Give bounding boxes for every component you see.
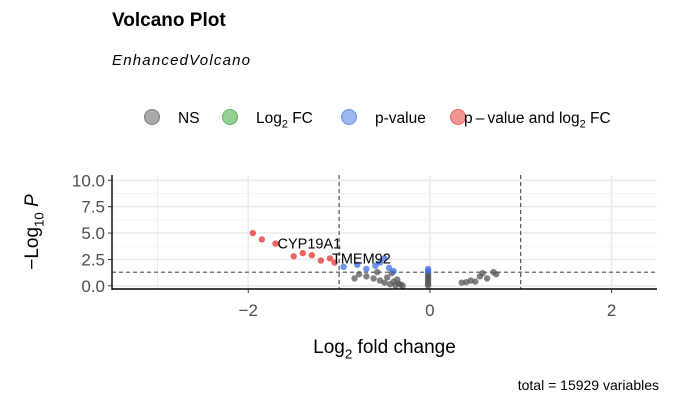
chart-title: Volcano Plot — [112, 10, 226, 31]
data-point — [290, 253, 297, 260]
legend-key — [341, 109, 357, 125]
data-point — [355, 271, 363, 278]
legend-key — [222, 109, 238, 125]
data-point — [472, 278, 479, 285]
y-tick-label: 5.0 — [81, 224, 105, 243]
legend-key — [450, 109, 466, 125]
data-point — [372, 262, 379, 269]
data-point — [299, 249, 306, 257]
data-point — [326, 255, 334, 262]
data-point — [479, 269, 486, 277]
data-point — [374, 268, 381, 276]
legend-key — [144, 109, 160, 125]
data-point — [424, 265, 432, 273]
data-point — [381, 279, 388, 286]
legend-label: Log2 FC — [256, 110, 313, 131]
chart-caption: total = 15929 variables — [517, 377, 659, 393]
data-point — [249, 229, 256, 237]
y-tick-label: 7.5 — [81, 198, 105, 217]
y-tick-label: 2.5 — [81, 250, 105, 269]
y-tick-label: 0.0 — [81, 277, 105, 296]
data-point — [385, 264, 393, 272]
data-point — [331, 259, 338, 266]
x-axis-title: Log2 fold change — [313, 337, 456, 362]
legend-label: p – value and log2 FC — [464, 110, 611, 131]
data-point — [272, 240, 279, 247]
chart-subtitle: EnhancedVolcano — [112, 52, 252, 69]
data-point — [370, 275, 377, 282]
data-point — [258, 236, 266, 243]
data-point — [317, 257, 325, 264]
legend: NS Log2 FC p-value p – value and log2 FC — [144, 109, 611, 131]
data-point — [363, 273, 370, 280]
data-point — [340, 263, 347, 271]
data-point — [351, 275, 358, 282]
x-tick-label: −2 — [239, 301, 258, 320]
x-tick-label: 0 — [425, 301, 434, 320]
y-tick-label: 10.0 — [72, 171, 105, 190]
point-label: CYP19A1 — [278, 237, 342, 253]
data-point — [483, 275, 491, 282]
data-point — [381, 255, 388, 262]
data-point — [493, 271, 500, 278]
legend-label: p-value — [375, 110, 426, 127]
data-point — [376, 259, 384, 266]
legend-label: NS — [178, 110, 200, 127]
data-point — [399, 282, 406, 289]
point-label: TMEM92 — [332, 251, 391, 267]
y-axis-title: −Log10 P — [22, 194, 47, 270]
x-tick-label: 2 — [607, 301, 616, 320]
data-point — [384, 274, 391, 281]
data-point — [390, 267, 397, 275]
data-point — [354, 261, 361, 268]
data-point — [363, 265, 370, 273]
data-point — [308, 252, 316, 259]
